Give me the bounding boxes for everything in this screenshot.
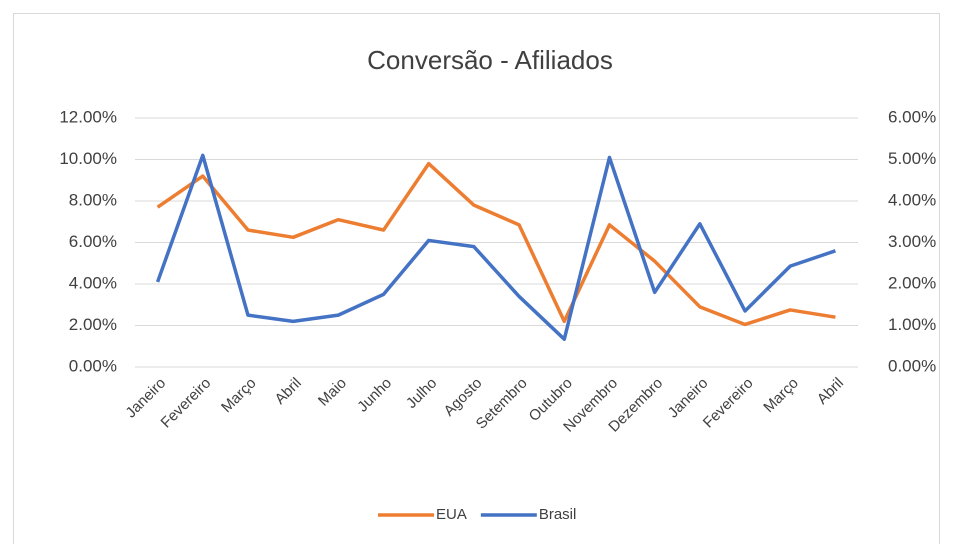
series-line [155, 153, 836, 341]
y2-tick-label: 0.00% [888, 356, 936, 375]
chart-title: Conversão - Afiliados [367, 45, 613, 75]
chart-frame [13, 13, 940, 544]
y2-tick-label: 6.00% [888, 107, 936, 126]
y2-tick-label: 3.00% [888, 232, 936, 251]
y-tick-label: 12.00% [59, 107, 117, 126]
y-tick-label: 2.00% [69, 315, 117, 334]
y-tick-label: 4.00% [69, 273, 117, 292]
y2-tick-label: 5.00% [888, 149, 936, 168]
y2-tick-label: 4.00% [888, 190, 936, 209]
y-tick-label: 10.00% [59, 149, 117, 168]
y-tick-label: 6.00% [69, 232, 117, 251]
legend-label: Brasil [539, 506, 577, 523]
y2-tick-label: 2.00% [888, 273, 936, 292]
legend-label: EUA [436, 506, 467, 523]
y-tick-label: 0.00% [69, 356, 117, 375]
y-tick-label: 8.00% [69, 190, 117, 209]
series-line [156, 161, 836, 327]
y2-tick-label: 1.00% [888, 315, 936, 334]
